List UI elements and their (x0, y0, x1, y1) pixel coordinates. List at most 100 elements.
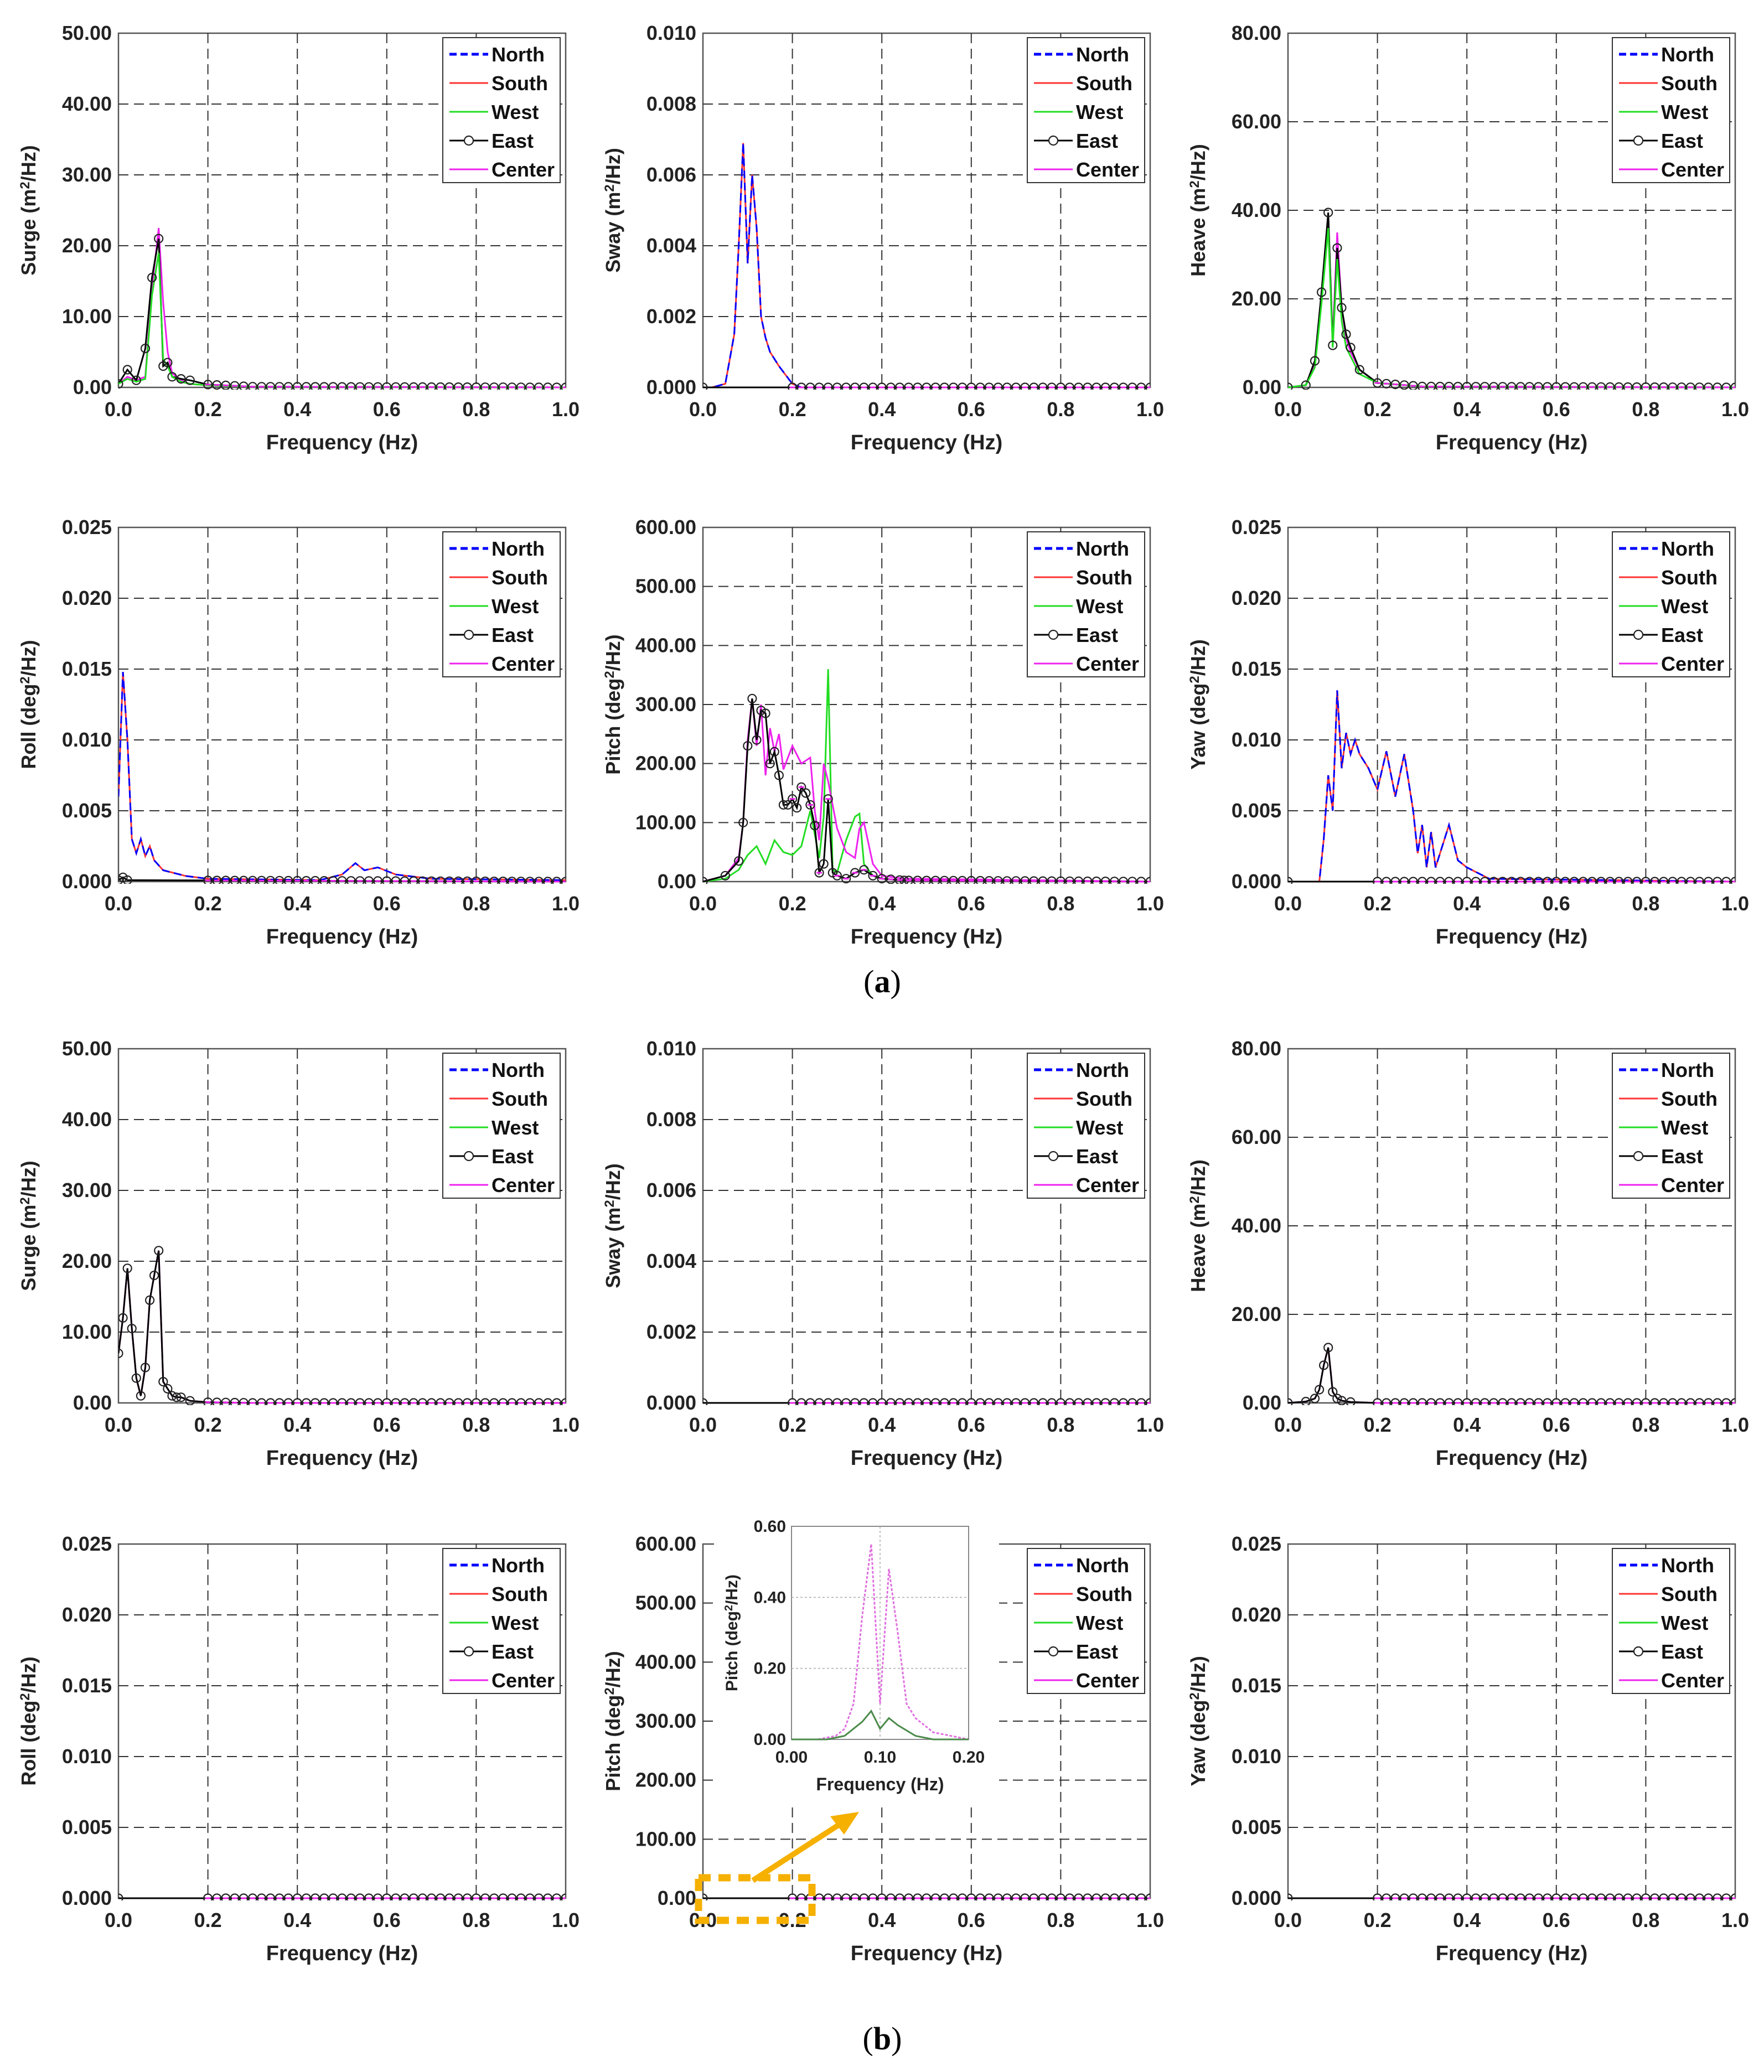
y-tick-label: 0.00 (1243, 1391, 1281, 1414)
inset-y-tick-label: 0.00 (754, 1731, 786, 1749)
legend-marker-east (1048, 135, 1059, 146)
series-marker-east (355, 1893, 365, 1900)
series-marker-east (1408, 877, 1418, 884)
y-tick-label: 0.000 (62, 870, 112, 893)
series-marker-east (489, 382, 499, 390)
y-tick-label: 40.00 (1232, 199, 1281, 221)
y-tick-label: 100.00 (635, 1827, 696, 1850)
legend-marker-east (463, 1646, 474, 1657)
x-tick-label: 0.8 (1047, 892, 1074, 915)
legend-marker-east (463, 1151, 474, 1162)
series-marker-east (778, 800, 789, 810)
series-marker-east (975, 876, 985, 884)
legend-marker-east (1633, 135, 1644, 146)
series-marker-east (1685, 1398, 1695, 1405)
series-marker-east (122, 365, 132, 375)
legend-label-west: West (1076, 101, 1123, 123)
series-marker-east (1145, 1893, 1150, 1900)
legend-label-south: South (1661, 1087, 1718, 1110)
series-marker-east (904, 382, 914, 390)
series-marker-east (1713, 877, 1722, 884)
y-tick-label: 50.00 (62, 1037, 112, 1060)
series-marker-east (337, 382, 347, 390)
series-marker-east (1480, 877, 1490, 884)
series-marker-east (275, 876, 284, 884)
series-marker-east (1444, 877, 1454, 884)
series-marker-east (1721, 382, 1731, 390)
legend-label-center: Center (492, 1174, 555, 1196)
series-marker-east (733, 856, 744, 866)
series-marker-east (1382, 379, 1391, 388)
series-marker-east (1426, 381, 1436, 390)
series-marker-east (1614, 877, 1624, 884)
series-marker-east (1489, 382, 1499, 390)
series-marker-east (1288, 1893, 1293, 1900)
y-axis-label: Roll (deg2/Hz) (17, 1656, 40, 1785)
series-marker-east (534, 1398, 544, 1405)
series-marker-east (922, 876, 932, 884)
x-tick-label: 0.8 (462, 398, 490, 421)
x-tick-label: 0.0 (1274, 1413, 1302, 1436)
series-marker-east (266, 1893, 276, 1900)
series-marker-east (247, 1893, 257, 1900)
series-marker-east (283, 1893, 293, 1900)
series-marker-east (1127, 1893, 1137, 1900)
x-tick-label: 0.4 (283, 1413, 311, 1436)
series-marker-east (172, 1392, 182, 1402)
y-tick-label: 400.00 (635, 634, 696, 656)
series-marker-east (787, 794, 798, 804)
series-marker-east (1641, 1893, 1651, 1900)
y-tick-label: 80.00 (1232, 1037, 1281, 1060)
series-marker-east (127, 1324, 137, 1334)
series-marker-east (337, 876, 347, 884)
series-marker-east (1507, 382, 1517, 390)
legend-box (1027, 531, 1145, 677)
series-marker-east (230, 1397, 240, 1405)
series-marker-east (984, 876, 994, 884)
legend-box (442, 1548, 561, 1694)
series-marker-east (984, 382, 994, 390)
series-marker-east (292, 1893, 302, 1900)
series-marker-east (1145, 1398, 1150, 1405)
series-marker-east (1444, 1398, 1454, 1405)
series-marker-east (382, 876, 392, 884)
legend-marker-east (1633, 1646, 1644, 1657)
y-tick-label: 0.00 (1243, 376, 1281, 398)
legend: North South West East Center (442, 1548, 561, 1694)
series-marker-east (1694, 382, 1704, 390)
series-marker-east (516, 382, 526, 390)
series-marker-east (480, 1398, 490, 1405)
series-marker-east (747, 693, 757, 703)
series-marker-east (894, 875, 905, 884)
legend-label-west: West (1076, 1116, 1123, 1139)
series-marker-east (1489, 1893, 1499, 1900)
series-marker-east (1614, 1398, 1624, 1405)
chart-b-sway: 0.0 0.2 0.4 0.6 0.8 1.0 0.000 0.002 0.004 0.006 0.… (602, 1037, 1164, 1470)
x-tick-label: 1.0 (1721, 1413, 1749, 1436)
series-marker-east (1659, 1893, 1669, 1900)
series-line-east (118, 1250, 566, 1404)
y-axis-label: Surge (m2/Hz) (17, 145, 40, 275)
series-marker-east (283, 876, 293, 884)
series-marker-east (1301, 380, 1311, 390)
series-marker-east (1029, 1398, 1039, 1405)
y-tick-label: 200.00 (635, 752, 696, 775)
series-marker-east (1118, 1893, 1129, 1900)
series-marker-east (1323, 1343, 1333, 1353)
series-marker-east (958, 1398, 968, 1405)
series-marker-east (703, 1398, 708, 1405)
series-marker-east (1074, 382, 1084, 390)
x-tick-label: 0.4 (868, 892, 896, 915)
series-marker-east (904, 876, 914, 884)
legend-label-center: Center (1661, 158, 1724, 181)
legend-label-south: South (492, 1583, 548, 1605)
y-tick-label: 0.008 (646, 1108, 696, 1131)
series-marker-east (1288, 1398, 1293, 1405)
series-marker-east (868, 1398, 878, 1405)
x-tick-label: 1.0 (552, 1909, 580, 1931)
series-marker-east (1145, 382, 1150, 390)
legend-label-north: North (1661, 1059, 1714, 1081)
series-marker-east (1578, 382, 1588, 390)
x-tick-label: 0.8 (462, 892, 490, 915)
series-marker-east (966, 1893, 976, 1900)
